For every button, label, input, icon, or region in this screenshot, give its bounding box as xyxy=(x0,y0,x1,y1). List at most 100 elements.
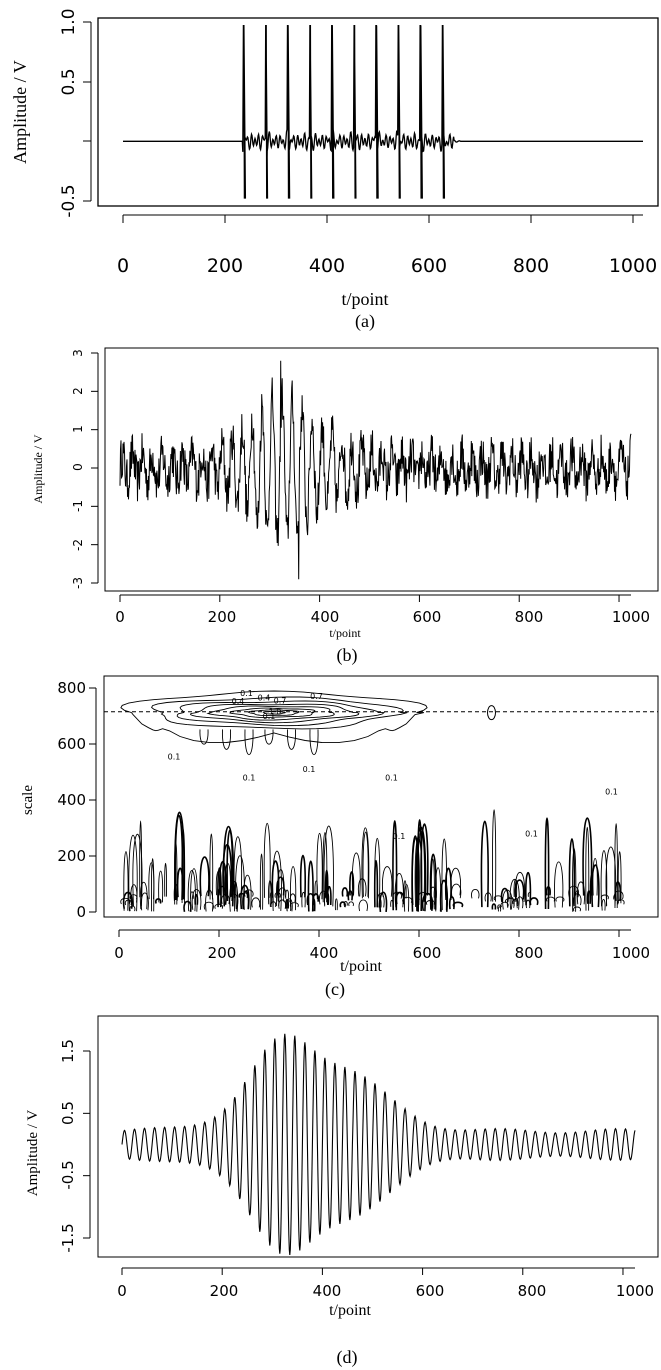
contour-line-c xyxy=(233,836,243,899)
x-tick-label-c-400: 400 xyxy=(310,944,339,962)
contour-line-c xyxy=(275,880,280,907)
contour-line-c xyxy=(229,893,239,907)
x-axis-label-c: t/point xyxy=(340,958,382,975)
contour-line-c xyxy=(158,870,164,903)
contour-line-c xyxy=(589,874,593,902)
contour-line-c xyxy=(497,904,502,910)
plot-frame-a xyxy=(97,17,659,207)
contour-line-c xyxy=(128,835,138,912)
contour-line-c xyxy=(164,862,167,897)
plot-frame-b xyxy=(104,347,659,592)
contour-line-c xyxy=(411,835,420,912)
contour-line-c xyxy=(148,862,155,900)
contour-line-c xyxy=(373,859,379,908)
contour-ring-c xyxy=(120,690,428,744)
y-tick-label-a--0.5: -0.5 xyxy=(59,184,79,217)
x-tick-label-c-1000: 1000 xyxy=(612,944,650,962)
contour-ring-c xyxy=(309,729,319,755)
contour-ring-c xyxy=(206,705,335,721)
contour-line-c xyxy=(240,884,250,910)
panel-a: 1.0 0.5 -0.5 Amplitude / V 0 200 400 600… xyxy=(10,8,659,332)
contour-ring-c xyxy=(222,729,231,750)
contour-line-c xyxy=(215,870,222,896)
contour-label-c: 0.1 xyxy=(263,712,276,721)
contour-line-c xyxy=(576,881,586,905)
contour-line-c xyxy=(243,874,252,910)
contour-line-c xyxy=(199,856,210,897)
contour-line-c xyxy=(316,832,323,900)
panel-caption-a: (a) xyxy=(355,311,375,332)
contour-line-c xyxy=(414,836,423,908)
contour-line-c xyxy=(379,891,388,912)
contour-line-c xyxy=(120,897,131,905)
contour-line-c xyxy=(270,901,277,908)
contour-line-c xyxy=(244,889,254,897)
contour-line-c xyxy=(600,894,609,900)
panel-c: 0.10.4 0.71.00.70.40.10.10.10.10.10.10.1 0… xyxy=(20,675,659,1000)
panel-d: 1.5 0.5 -0.5 -1.5 Amplitude / V 0 200 40… xyxy=(25,1015,659,1368)
contour-line-c xyxy=(614,823,618,909)
contour-line-c xyxy=(430,886,436,897)
y-tick-label-b--1: -1 xyxy=(71,500,85,512)
contour-line-c xyxy=(585,826,590,911)
panel-caption-c: (c) xyxy=(325,979,345,1000)
contour-line-c xyxy=(614,881,622,901)
contour-label-c: 0.7 xyxy=(310,692,323,701)
contour-line-c xyxy=(209,833,214,900)
contour-ring-c xyxy=(264,729,274,745)
contour-line-c xyxy=(573,906,581,912)
y-axis-label-d: Amplitude / V xyxy=(25,1110,41,1197)
y-tick-label-c-600: 600 xyxy=(57,735,86,753)
x-tick-label-c-600: 600 xyxy=(413,944,442,962)
x-tick-label-b-200: 200 xyxy=(208,608,237,626)
x-tick-label-a-400: 400 xyxy=(309,255,345,277)
contour-label-c: 0.1 xyxy=(393,832,406,841)
contour-line-c xyxy=(203,901,214,910)
x-tick-label-b-800: 800 xyxy=(515,608,544,626)
y-tick-label-d-1.5: 1.5 xyxy=(59,1039,77,1063)
x-axis-label-d: t/point xyxy=(329,1302,371,1319)
contour-line-c xyxy=(278,899,287,909)
contour-line-c xyxy=(154,898,162,904)
contour-ring-c xyxy=(244,729,254,755)
contour-line-c xyxy=(176,867,184,898)
x-axis-label-a: t/point xyxy=(341,289,388,309)
x-tick-label-d-800: 800 xyxy=(518,1282,547,1300)
contour-line-c xyxy=(525,899,531,909)
x-tick-label-b-400: 400 xyxy=(311,608,340,626)
y-tick-label-c-400: 400 xyxy=(57,791,86,809)
x-tick-label-a-200: 200 xyxy=(207,255,243,277)
contour-line-c xyxy=(568,838,576,907)
series-line-d xyxy=(121,1033,636,1256)
contour-line-c xyxy=(289,902,299,908)
contour-label-c: 0.4 xyxy=(258,694,271,703)
contour-line-c xyxy=(312,898,316,912)
contour-line-c xyxy=(357,878,367,897)
x-axis-label-b: t/point xyxy=(329,626,361,640)
contour-line-c xyxy=(339,901,346,908)
contour-line-c xyxy=(348,901,354,907)
contour-label-c: 0.1 xyxy=(303,765,316,774)
contour-line-c xyxy=(497,906,502,912)
contour-ring-c xyxy=(151,696,408,730)
y-tick-label-b-1: 1 xyxy=(71,425,85,433)
contour-line-c xyxy=(132,834,143,907)
contour-line-c xyxy=(403,880,407,899)
contour-line-c xyxy=(129,905,136,912)
contour-line-c xyxy=(392,820,398,911)
x-tick-label-a-1000: 1000 xyxy=(609,255,657,277)
contour-line-c xyxy=(512,899,518,905)
contour-line-c xyxy=(444,867,452,901)
y-tick-label-a-0.5: 0.5 xyxy=(59,68,79,95)
contour-line-c xyxy=(343,901,348,906)
contour-line-c xyxy=(140,892,149,911)
y-tick-label-d--1.5: -1.5 xyxy=(59,1223,77,1252)
contour-line-c xyxy=(191,889,202,910)
y-tick-label-b-3: 3 xyxy=(71,349,85,357)
contour-line-c xyxy=(334,898,338,911)
x-tick-label-a-800: 800 xyxy=(513,255,549,277)
contour-line-c xyxy=(592,858,598,896)
contour-ring-c xyxy=(199,729,209,745)
contour-line-c xyxy=(582,817,593,896)
contour-line-c xyxy=(480,820,489,908)
